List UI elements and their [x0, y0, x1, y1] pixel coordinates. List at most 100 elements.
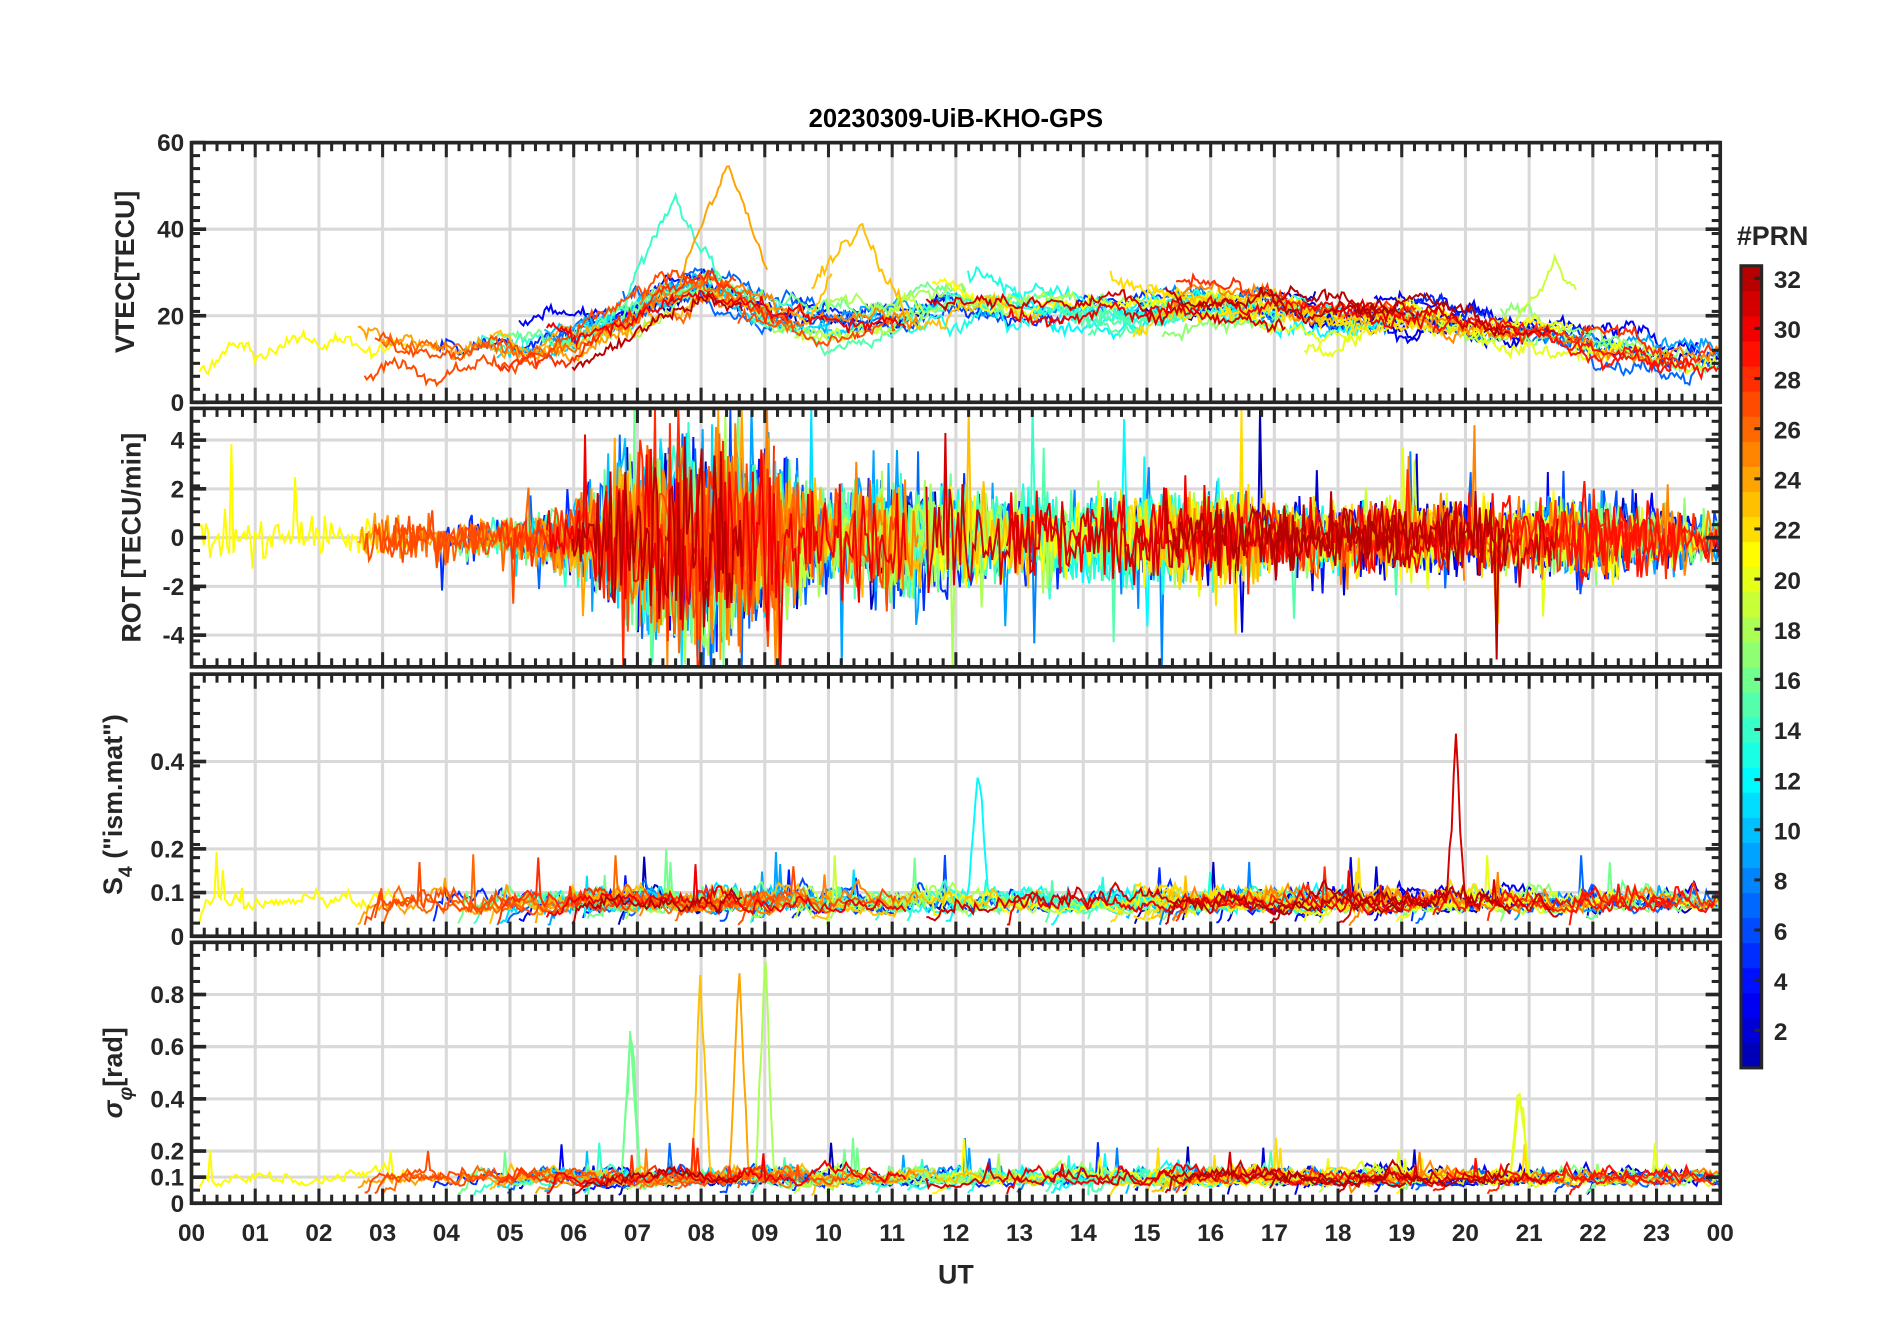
trace-prn-29 [1432, 882, 1674, 916]
colorbar-tick-label: 24 [1774, 468, 1802, 495]
trace-prn-27 [364, 1166, 737, 1194]
trace-prn-25 [638, 272, 919, 332]
trace-prn-28 [1486, 1166, 1716, 1195]
trace-prn-27 [737, 866, 897, 926]
trace-prn-27 [737, 307, 896, 348]
trace-prn-32 [1268, 504, 1407, 571]
trace-prn-32 [571, 436, 744, 628]
x-tick-label: 03 [369, 1220, 396, 1247]
trace-prn-27 [373, 510, 542, 558]
traces [198, 733, 1721, 927]
trace-prn-31 [1338, 501, 1559, 588]
y-tick-label: 0.1 [150, 880, 184, 907]
trace-prn-24 [535, 165, 769, 364]
x-tick-label: 19 [1388, 1220, 1415, 1247]
x-tick-label: 00 [178, 1220, 205, 1247]
trace-prn-24 [534, 973, 769, 1195]
colorbar-tick-label: 20 [1774, 568, 1801, 595]
trace-prn-23 [811, 887, 1042, 921]
chart-title: 20230309-UiB-KHO-GPS [809, 105, 1103, 133]
trace-prn-24 [357, 877, 658, 926]
x-tick-label: 22 [1579, 1220, 1606, 1247]
trace-prn-32 [1269, 878, 1407, 924]
colorbar-tick-label: 14 [1774, 718, 1802, 745]
y-tick-label: 4 [171, 428, 185, 455]
x-tick-label: 21 [1516, 1220, 1543, 1247]
traces [198, 165, 1721, 388]
trace-prn-32 [1164, 884, 1511, 925]
colorbar-tick-label: 2 [1774, 1019, 1788, 1046]
y-label-s4: S4 ("ism.mat") [98, 714, 137, 895]
colorbar-swatch [1740, 616, 1762, 643]
colorbar-tick-label: 6 [1774, 919, 1788, 946]
colorbar-swatch [1740, 441, 1762, 467]
y-tick-label: 0.1 [150, 1165, 184, 1192]
x-tick-label: 17 [1261, 1220, 1288, 1247]
trace-prn-32 [571, 294, 743, 372]
trace-prn-30 [545, 864, 907, 918]
colorbar-swatch [1740, 817, 1762, 843]
colorbar-swatch [1740, 366, 1762, 392]
y-tick-label: 20 [157, 303, 184, 330]
colorbar-tick-label: 18 [1774, 618, 1801, 645]
trace-prn-30 [1006, 870, 1445, 926]
trace-prn-18 [825, 281, 1210, 317]
y-tick-label: 0.6 [150, 1034, 184, 1061]
colorbar-swatch [1740, 942, 1762, 969]
x-tick-label: 00 [1707, 1220, 1734, 1247]
sigma-label-main: σ [98, 1099, 128, 1118]
y-tick-label: 0.4 [150, 1086, 184, 1113]
s4-label-main: S [98, 877, 128, 895]
trace-prn-14 [473, 191, 766, 353]
colorbar-tick-label: 16 [1774, 668, 1801, 695]
colorbar-swatch [1740, 416, 1762, 442]
colorbar-tick-label: 22 [1774, 518, 1801, 545]
colorbar-swatch [1740, 716, 1762, 743]
trace-prn-16 [457, 880, 767, 924]
trace-prn-32 [1164, 284, 1510, 338]
grid [191, 141, 1721, 404]
colorbar-tick-label: 30 [1774, 317, 1801, 344]
trace-prn-32 [1164, 1158, 1511, 1194]
x-tick-label: 14 [1070, 1220, 1098, 1247]
colorbar-tick-label: 12 [1774, 768, 1801, 795]
colorbar-tick-label: 32 [1774, 267, 1801, 294]
ticks [189, 940, 1722, 1206]
trace-prn-32 [571, 887, 743, 925]
y-tick-label: 0.2 [150, 1139, 184, 1166]
panel-vtec: 0 20 40 60 [157, 130, 1723, 417]
trace-prn-28 [497, 1137, 775, 1188]
trace-prn-29 [1568, 883, 1719, 926]
trace-prn-16 [1585, 862, 1721, 920]
colorbar-tick-label: 8 [1774, 869, 1788, 896]
colorbar-swatch [1740, 1017, 1762, 1044]
trace-prn-25 [1348, 1166, 1720, 1195]
trace-prn-21 [198, 328, 409, 376]
colorbar-swatch [1740, 591, 1762, 618]
colorbar-swatch [1740, 516, 1762, 543]
trace-prn-31 [1338, 298, 1558, 339]
colorbar-swatch [1740, 340, 1762, 367]
traces [199, 408, 1721, 667]
sigma-label-sub: φ [115, 1087, 137, 1101]
ticks [189, 140, 1722, 405]
x-tick-labels: 00 01 02 03 04 05 06 07 08 09 10 11 12 13 14 15 16 17 18 19… [178, 1220, 1734, 1247]
y-tick-label: 0 [171, 1191, 185, 1218]
trace-prn-30 [1006, 1162, 1446, 1195]
x-tick-label: 16 [1197, 1220, 1224, 1247]
trace-prn-23 [810, 1166, 1042, 1197]
y-tick-label: 0.4 [150, 749, 184, 776]
colorbar-swatch [1740, 541, 1762, 568]
y-axis-labels: VTEC[TECU] ROT [TECU/min] S4 ("ism.mat")… [98, 191, 146, 1119]
trace-prn-30 [546, 1153, 907, 1194]
colorbar-swatch [1740, 265, 1762, 292]
colorbar-swatch [1740, 742, 1762, 768]
colorbar-swatch [1740, 842, 1762, 868]
colorbar-swatch [1740, 466, 1762, 492]
x-tick-label: 07 [624, 1220, 651, 1247]
trace-prn-15 [749, 290, 1134, 357]
colorbar-swatch [1740, 992, 1762, 1019]
x-tick-label: 01 [242, 1220, 269, 1247]
